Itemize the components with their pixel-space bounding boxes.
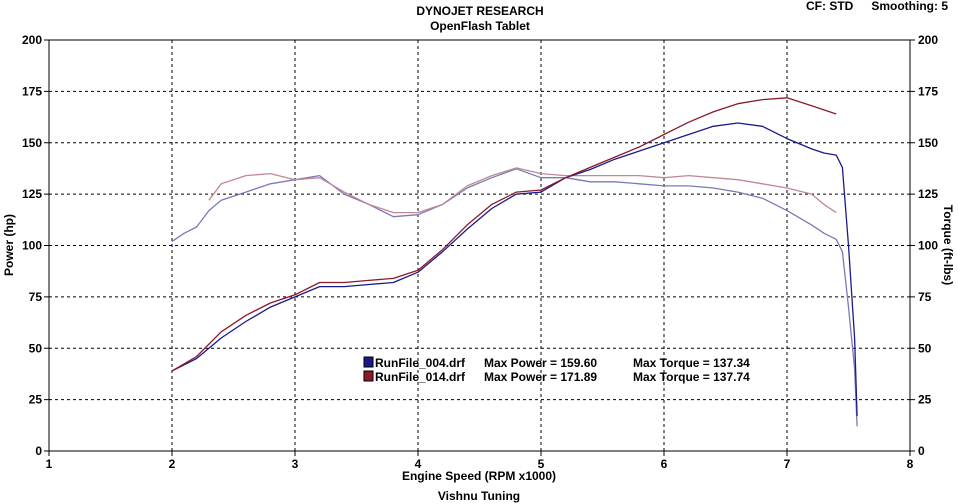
y2-axis-label: Torque (ft-lbs) — [941, 205, 955, 285]
legend-power-run014: Max Power = 171.89 — [484, 370, 597, 384]
x-tick-label: 5 — [538, 457, 545, 471]
y-tick-label: 150 — [22, 136, 42, 150]
legend-swatch-run014 — [363, 370, 374, 382]
smoothing-label: Smoothing: 5 — [871, 0, 948, 13]
cf-label: CF: STD — [806, 0, 854, 13]
x-tick-label: 2 — [169, 457, 176, 471]
y2-tick-label: 0 — [918, 444, 925, 458]
torque-line-runfile-004-drf — [171, 168, 858, 427]
y2-tick-label: 50 — [918, 341, 932, 355]
grid — [44, 39, 915, 456]
y-tick-label: 100 — [22, 239, 42, 253]
plot-area-border — [48, 39, 911, 452]
x-tick-label: 6 — [661, 457, 668, 471]
legend-torque-run004: Max Torque = 137.34 — [633, 356, 750, 370]
legend-file-run004: RunFile_004.drf — [375, 356, 466, 370]
y2-tick-label: 200 — [918, 33, 938, 47]
y2-tick-label: 75 — [918, 290, 932, 304]
y2-tick-label: 150 — [918, 136, 938, 150]
legend-swatch-run004 — [363, 356, 374, 368]
legend: RunFile_004.drf Max Power = 159.60 Max T… — [363, 356, 750, 384]
y2-tick-label: 100 — [918, 239, 938, 253]
x-axis-label: Engine Speed (RPM x1000) — [402, 469, 556, 483]
y-tick-label: 125 — [22, 187, 42, 201]
x-tick-label: 8 — [907, 457, 914, 471]
y-tick-label: 50 — [29, 341, 43, 355]
chart-subtitle: OpenFlash Tablet — [430, 19, 530, 33]
chart-title: DYNOJET RESEARCH — [416, 4, 543, 18]
tick-labels: 1 2 3 4 5 6 7 802550751001251501752000255075100… — [22, 33, 938, 471]
x-tick-label: 4 — [415, 457, 422, 471]
y-tick-label: 25 — [29, 393, 43, 407]
series-group — [171, 97, 858, 427]
y2-tick-label: 175 — [918, 84, 938, 98]
legend-file-run014: RunFile_014.drf — [375, 370, 466, 384]
y-tick-label: 175 — [22, 84, 42, 98]
y-tick-label: 75 — [29, 290, 43, 304]
footer-credit: Vishnu Tuning — [438, 489, 520, 503]
power-line-runfile-014-drf — [171, 97, 837, 372]
y2-tick-label: 125 — [918, 187, 938, 201]
y-axis-label: Power (hp) — [2, 214, 16, 276]
y-tick-label: 200 — [22, 33, 42, 47]
x-tick-label: 7 — [784, 457, 791, 471]
legend-power-run004: Max Power = 159.60 — [484, 356, 597, 370]
legend-torque-run014: Max Torque = 137.74 — [633, 370, 750, 384]
y2-tick-label: 25 — [918, 393, 932, 407]
x-tick-label: 1 — [46, 457, 53, 471]
torque-line-runfile-014-drf — [208, 167, 837, 214]
x-tick-label: 3 — [292, 457, 299, 471]
y-tick-label: 0 — [35, 444, 42, 458]
